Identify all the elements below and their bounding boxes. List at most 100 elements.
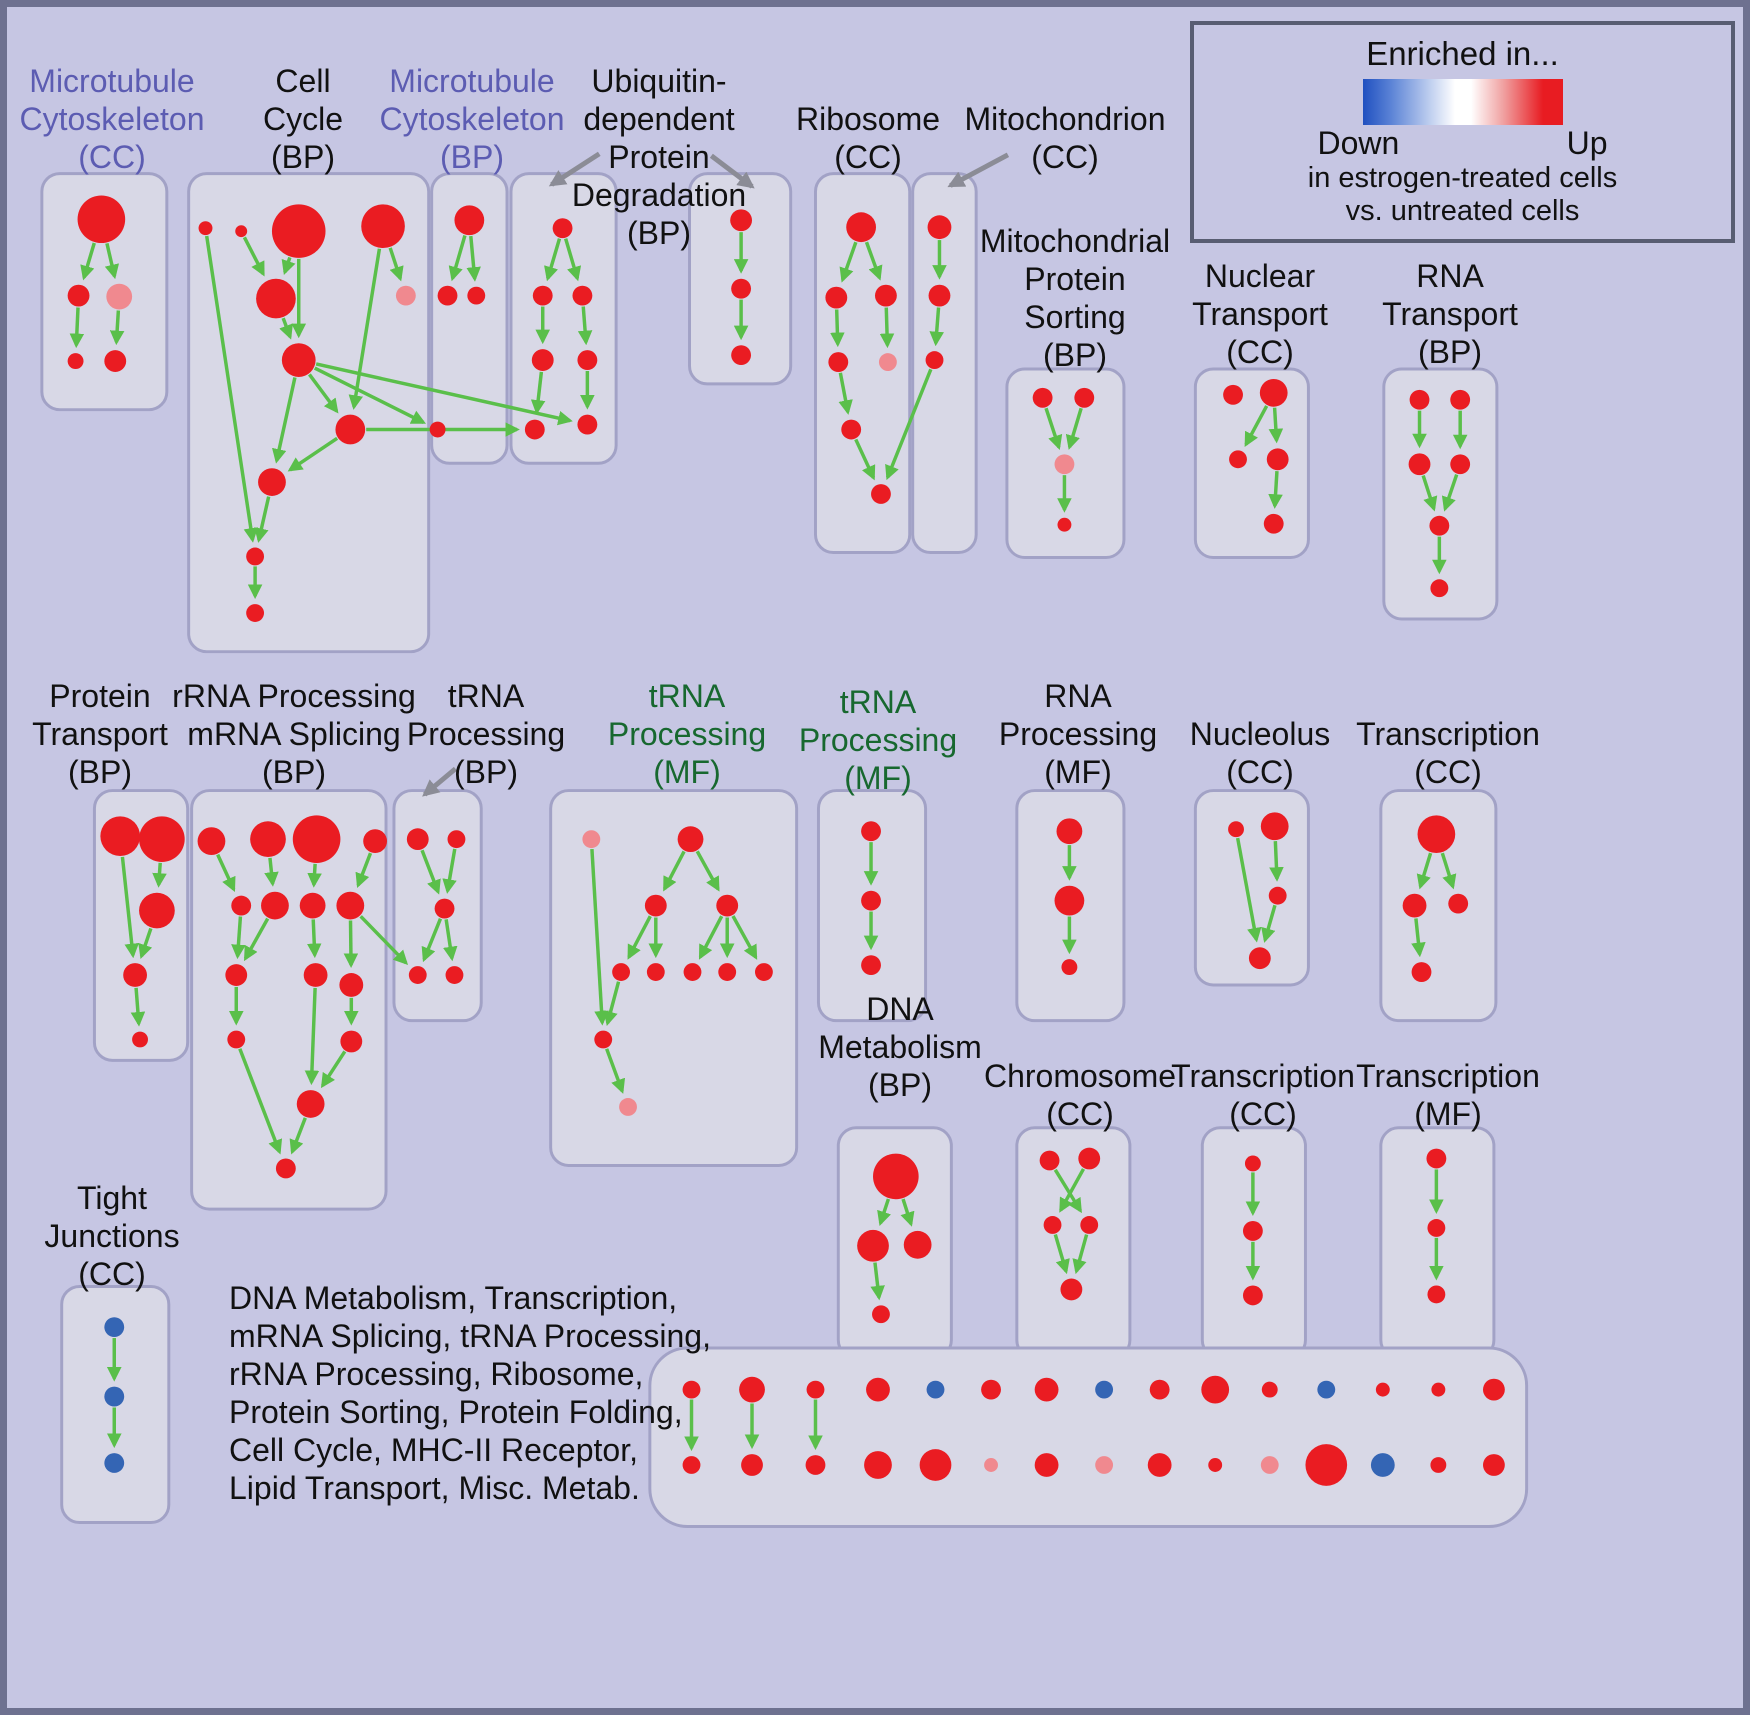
go-node-rrna-mrna-9 (303, 963, 328, 987)
go-node-misc-11 (984, 1458, 998, 1472)
go-node-rrna-mrna-4 (231, 895, 252, 916)
go-node-mt-bp-0 (454, 205, 485, 236)
go-node-trna-mf-large-4 (612, 963, 631, 981)
go-node-cell-cycle-6 (281, 343, 316, 377)
go-node-mito-2 (925, 351, 944, 370)
network-edge (1072, 1234, 1089, 1275)
go-node-tight-junctions-2 (104, 1453, 125, 1473)
network-edge (348, 248, 382, 410)
go-node-ubiq-left-3 (531, 349, 554, 372)
go-node-ubiq-right-0 (730, 209, 753, 232)
go-node-protein-transport-2 (139, 892, 175, 929)
cluster-box-misc (648, 1346, 1529, 1528)
go-node-tight-junctions-0 (104, 1317, 125, 1338)
go-node-transcription-cc-3-0 (1244, 1155, 1261, 1172)
go-node-rrna-mrna-0 (197, 827, 226, 856)
go-node-nucleolus-0 (1228, 821, 1244, 838)
network-edge (355, 852, 373, 888)
nodes-layer (67, 195, 1505, 1486)
network-edge (544, 238, 562, 282)
go-node-misc-28 (1482, 1378, 1505, 1401)
network-edge (603, 981, 621, 1027)
network-edge (289, 1117, 307, 1155)
go-node-misc-18 (1201, 1375, 1230, 1404)
go-node-ribosome-2 (875, 284, 897, 307)
go-node-misc-1 (682, 1456, 701, 1474)
go-node-dna-metabolism-0 (873, 1153, 919, 1200)
go-node-trna-bp-3 (408, 966, 427, 984)
label-pointer-arrow (548, 151, 601, 187)
go-node-protein-transport-3 (123, 963, 147, 987)
network-edge (698, 915, 724, 960)
network-edge (929, 307, 944, 347)
go-node-cell-cycle-2 (271, 204, 326, 258)
go-node-mt-cc-1 (67, 284, 90, 307)
network-edge (420, 849, 441, 895)
go-node-trna-mf-large-10 (619, 1098, 637, 1116)
label-pointer-arrow (422, 766, 458, 797)
go-node-misc-0 (682, 1380, 701, 1399)
network-edge (900, 1198, 915, 1227)
go-node-dna-metabolism-1 (857, 1229, 889, 1262)
go-node-mt-cc-2 (106, 283, 133, 310)
network-edge (870, 1262, 885, 1301)
go-node-mito-sorting-0 (1032, 387, 1053, 408)
go-node-transcription-mf-0 (1426, 1148, 1447, 1169)
go-node-nucleolus-1 (1260, 812, 1289, 841)
go-node-nuclear-transport-2 (1229, 450, 1247, 469)
go-node-misc-12 (1034, 1377, 1059, 1402)
network-edge (343, 920, 359, 969)
go-node-mt-bp-3 (429, 421, 446, 438)
go-node-protein-transport-4 (132, 1031, 148, 1048)
go-node-dna-metabolism-2 (903, 1230, 932, 1259)
go-node-misc-25 (1370, 1453, 1395, 1477)
go-node-chromosome-0 (1039, 1150, 1060, 1171)
go-node-rna-processing-mf-2 (1061, 959, 1078, 976)
network-edge (138, 927, 153, 960)
go-node-chromosome-1 (1078, 1147, 1101, 1170)
go-node-trna-mf-large-5 (646, 963, 665, 981)
network-edge (306, 919, 322, 959)
cluster-box-mito (911, 172, 978, 554)
go-node-transcription-cc-2-2 (1448, 893, 1469, 914)
go-node-rna-transport-0 (1409, 389, 1430, 410)
go-node-transcription-cc-2-1 (1402, 893, 1427, 918)
go-node-trna-mf-large-0 (582, 830, 601, 849)
go-node-trna-mf-large-7 (718, 963, 737, 981)
go-node-misc-5 (805, 1455, 826, 1475)
network-edge (243, 917, 270, 962)
cluster-box-chromosome (1015, 1126, 1132, 1360)
go-node-misc-15 (1095, 1456, 1114, 1474)
network-edge (80, 242, 96, 281)
go-node-nuclear-transport-3 (1266, 448, 1289, 471)
go-node-misc-20 (1261, 1381, 1278, 1398)
network-edge (272, 377, 297, 464)
go-node-nuclear-transport-0 (1223, 384, 1243, 405)
go-node-misc-10 (981, 1379, 1001, 1400)
go-node-mito-0 (927, 215, 952, 240)
network-edge (304, 987, 320, 1086)
go-node-chromosome-2 (1043, 1216, 1062, 1234)
go-node-ribosome-6 (871, 484, 891, 504)
legend-subtitle-2: vs. untreated cells (1345, 195, 1580, 227)
go-node-mt-bp-2 (467, 286, 486, 305)
network-edge (1053, 1234, 1070, 1275)
go-node-rrna-mrna-10 (339, 973, 364, 997)
go-node-rna-transport-1 (1450, 389, 1471, 410)
legend-gradient-bar (1362, 79, 1563, 125)
go-node-ubiq-left-4 (577, 350, 598, 371)
cluster-box-mt-bp (430, 172, 509, 465)
go-node-rna-transport-2 (1408, 453, 1431, 476)
network-edge (216, 853, 236, 893)
network-edge (1268, 407, 1284, 444)
go-node-cell-cycle-3 (361, 204, 405, 249)
go-node-chromosome-3 (1080, 1216, 1099, 1234)
cluster-box-trna-mf-large (549, 789, 799, 1167)
cluster-box-mt-cc (40, 172, 169, 412)
go-node-cell-cycle-8 (258, 468, 286, 496)
network-edge (530, 371, 546, 415)
network-edge (577, 306, 593, 346)
network-edge (731, 915, 758, 960)
network-edge (104, 243, 120, 280)
